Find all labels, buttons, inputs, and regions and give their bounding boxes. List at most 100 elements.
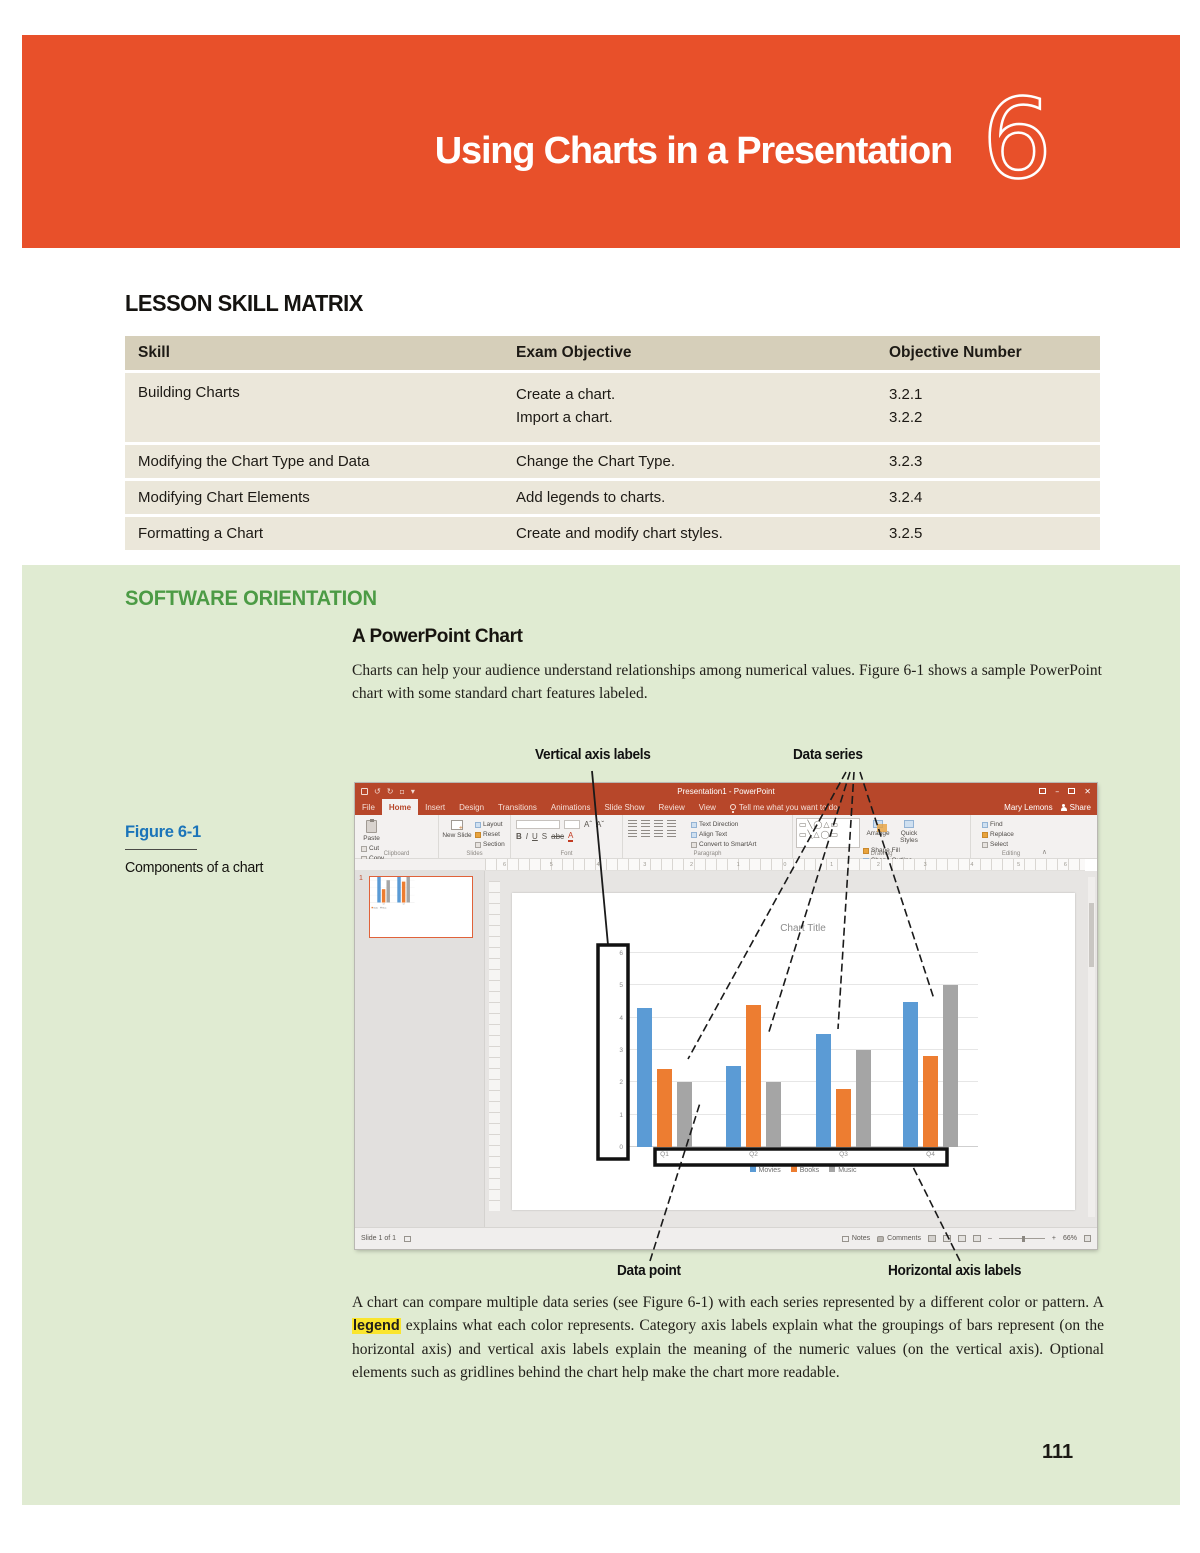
y-axis-label: 3	[619, 1047, 623, 1054]
tab-home[interactable]: Home	[381, 799, 419, 815]
font-size-box[interactable]	[564, 820, 580, 829]
tab-slide-show[interactable]: Slide Show	[604, 802, 645, 812]
grow-font-icon[interactable]: Aˆ	[584, 820, 592, 829]
vertical-scrollbar[interactable]	[1088, 877, 1095, 1217]
zoom-out-icon[interactable]: –	[987, 1235, 992, 1242]
arrange-icon	[873, 820, 887, 832]
cell-numbers: 3.2.3	[889, 453, 923, 470]
title-bar: ↺ ↻ ▫ ▾ Presentation1 - PowerPoint – ✕	[355, 783, 1097, 799]
collapse-ribbon-icon[interactable]: ∧	[1041, 848, 1047, 856]
start-slideshow-icon[interactable]: ▫	[399, 786, 405, 796]
text-direction-button[interactable]: Text Direction	[691, 821, 756, 828]
numbering-icon[interactable]	[641, 820, 650, 828]
figure-label: Figure 6-1	[125, 823, 201, 841]
layout-label: Layout	[483, 821, 503, 828]
find-button[interactable]: Find	[982, 821, 1014, 828]
reset-button[interactable]: Reset	[475, 831, 505, 838]
italic-button[interactable]: I	[525, 832, 529, 841]
horizontal-ruler[interactable]: 6 5 4 3 2 1 0 1 2 3 4 5 6	[485, 859, 1085, 871]
objective-line: Import a chart.	[516, 408, 613, 426]
cut-button[interactable]: Cut	[361, 845, 412, 852]
share-button[interactable]: Share	[1060, 803, 1091, 812]
bullets-icon[interactable]	[628, 820, 637, 828]
zoom-slider[interactable]	[998, 1235, 1045, 1242]
select-button[interactable]: Select	[982, 841, 1014, 848]
shadow-button[interactable]: S	[541, 832, 548, 841]
cell-skill: Modifying Chart Elements	[138, 489, 310, 506]
y-axis-label: 2	[619, 1079, 623, 1087]
indent-increase-icon[interactable]	[667, 820, 676, 828]
redo-icon[interactable]: ↻	[386, 786, 394, 796]
strikethrough-button[interactable]: abc	[551, 832, 565, 841]
powerpoint-chart[interactable]: Chart Title 0 1 2 3 4 5 6 Q1 Q2 Q3 Q4 Movies Books Mus…	[593, 923, 993, 1195]
legend-item: Books	[790, 1166, 819, 1174]
underline-button[interactable]: U	[532, 832, 538, 841]
shrink-font-icon[interactable]: Aˇ	[596, 820, 604, 829]
ribbon-display-options-icon[interactable]	[1039, 788, 1047, 794]
zoom-level[interactable]: 66%	[1062, 1235, 1077, 1242]
font-name-box[interactable]	[516, 820, 560, 829]
minimize-button[interactable]: –	[1055, 786, 1060, 796]
justify-icon[interactable]	[667, 830, 676, 838]
align-center-icon[interactable]	[641, 830, 650, 838]
ruler-tick: 6	[503, 861, 507, 868]
tab-transitions[interactable]: Transitions	[498, 802, 537, 812]
quick-access-toolbar[interactable]: ↺ ↻ ▫ ▾	[361, 787, 415, 796]
chapter-banner: Using Charts in a Presentation 6	[22, 35, 1180, 248]
indent-decrease-icon[interactable]	[654, 820, 663, 828]
tab-view[interactable]: View	[698, 802, 716, 812]
zoom-slider-knob[interactable]	[1021, 1235, 1025, 1242]
slides-group-label: Slides	[466, 851, 483, 857]
align-right-icon[interactable]	[654, 830, 663, 838]
font-color-button[interactable]: A	[568, 831, 574, 842]
tab-review[interactable]: Review	[658, 802, 685, 812]
shape-gallery[interactable]: ▭╲◯△▭ ▭╲△◯▭	[796, 818, 860, 848]
reading-view-icon[interactable]	[957, 1235, 966, 1242]
smartart-icon	[691, 841, 697, 848]
software-orientation-section: SOFTWARE ORIENTATION A PowerPoint Chart …	[22, 565, 1180, 1505]
qat-customize-icon[interactable]: ▾	[410, 786, 415, 796]
quick-styles-button[interactable]: Quick Styles	[895, 818, 923, 844]
convert-smartart-button[interactable]: Convert to SmartArt	[691, 841, 756, 848]
slide-sorter-view-icon[interactable]	[942, 1235, 951, 1242]
ruler-tick: 4	[596, 861, 600, 868]
comments-button[interactable]: Comments	[877, 1235, 921, 1242]
tab-insert[interactable]: Insert	[425, 802, 446, 812]
save-icon[interactable]	[361, 787, 368, 795]
slide-thumbnail-panel[interactable]: 1 Chart Title0123456Q1Q2Q3Q4MoviesBooksM…	[355, 871, 485, 1227]
section-button[interactable]: Section	[475, 841, 505, 848]
paste-button[interactable]: Paste	[358, 818, 385, 842]
layout-button[interactable]: Layout	[475, 821, 505, 828]
gridline	[628, 1113, 978, 1115]
scrollbar-thumb[interactable]	[1089, 903, 1094, 967]
user-name[interactable]: Mary Lemons	[1004, 802, 1053, 812]
tab-animations[interactable]: Animations	[550, 802, 591, 812]
vertical-ruler[interactable]	[489, 881, 500, 1211]
arrange-button[interactable]: Arrange	[863, 818, 893, 844]
slideshow-view-icon[interactable]	[972, 1235, 981, 1242]
replace-icon	[982, 831, 988, 838]
reset-icon	[475, 831, 481, 838]
notes-button[interactable]: Notes	[841, 1235, 870, 1242]
align-text-button[interactable]: Align Text	[691, 831, 756, 838]
ruler-tick: 5	[1017, 861, 1021, 868]
bar-group	[816, 1033, 871, 1147]
notes-page-icon[interactable]	[404, 1235, 412, 1242]
restore-button[interactable]	[1068, 788, 1076, 794]
slide-thumbnail[interactable]: Chart Title0123456Q1Q2Q3Q4MoviesBooksMus…	[369, 876, 473, 938]
replace-button[interactable]: Replace	[982, 831, 1014, 838]
new-slide-button[interactable]: New Slide	[442, 818, 472, 839]
tab-file[interactable]: File	[362, 802, 375, 812]
align-left-icon[interactable]	[628, 830, 637, 838]
undo-icon[interactable]: ↺	[374, 786, 381, 796]
tab-design[interactable]: Design	[459, 802, 485, 812]
skill-matrix-table: Skill Exam Objective Objective Number Bu…	[125, 336, 1100, 553]
fit-to-window-icon[interactable]	[1084, 1235, 1091, 1242]
comments-icon	[877, 1235, 885, 1242]
clipboard-group-label: Clipboard	[383, 851, 410, 857]
normal-view-icon[interactable]	[927, 1235, 936, 1242]
bold-button[interactable]: B	[516, 832, 522, 841]
close-button[interactable]: ✕	[1084, 786, 1091, 796]
tell-me-box[interactable]: Tell me what you want to do	[723, 799, 845, 815]
zoom-in-icon[interactable]: +	[1051, 1235, 1056, 1242]
